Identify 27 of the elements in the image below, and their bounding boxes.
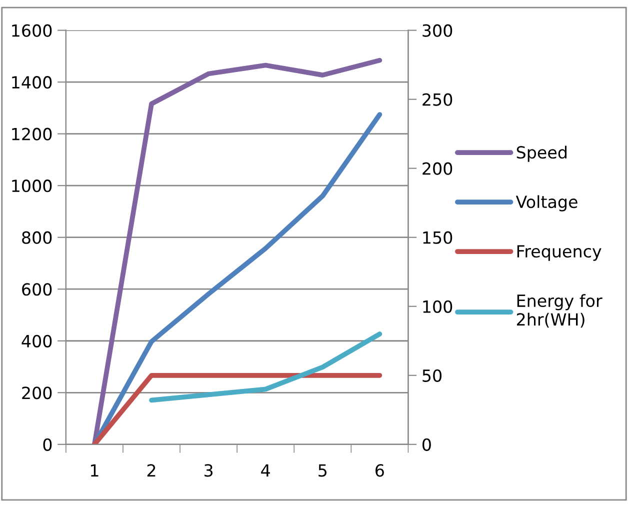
x-tick-label: 5 — [318, 464, 326, 477]
legend-label: Voltage — [516, 195, 578, 212]
x-tick-label: 4 — [261, 464, 270, 477]
y2-tick-label: 150 — [423, 231, 452, 244]
y2-tick-label: 250 — [422, 93, 452, 106]
legend-label: Speed — [516, 146, 566, 162]
y-tick-label: 1600 — [12, 24, 52, 37]
y-tick-label: 1400 — [12, 76, 52, 89]
x-tick-label: 6 — [376, 464, 384, 477]
legend-label: Energy for 2hr(WH) — [516, 294, 602, 328]
y-tick-label: 400 — [22, 334, 52, 348]
legend-label: Frequency — [517, 245, 602, 261]
y2-tick-label: 300 — [422, 24, 452, 37]
y2-tick-label: 100 — [423, 300, 452, 313]
y2-tick-label: 200 — [422, 162, 452, 175]
y-tick-label: 200 — [22, 386, 52, 400]
x-tick-label: 3 — [204, 464, 213, 477]
y-tick-label: 800 — [22, 231, 52, 244]
x-tick-label: 2 — [147, 464, 156, 477]
y-tick-label: 600 — [22, 283, 52, 296]
y-tick-label: 1000 — [12, 180, 52, 192]
y2-tick-label: 0 — [422, 438, 431, 451]
line-series — [149, 332, 382, 403]
y2-tick-label: 50 — [422, 369, 442, 382]
y-tick-label: 1200 — [12, 128, 52, 140]
x-tick-label: 1 — [90, 464, 98, 477]
y-tick-label: 0 — [43, 438, 52, 451]
